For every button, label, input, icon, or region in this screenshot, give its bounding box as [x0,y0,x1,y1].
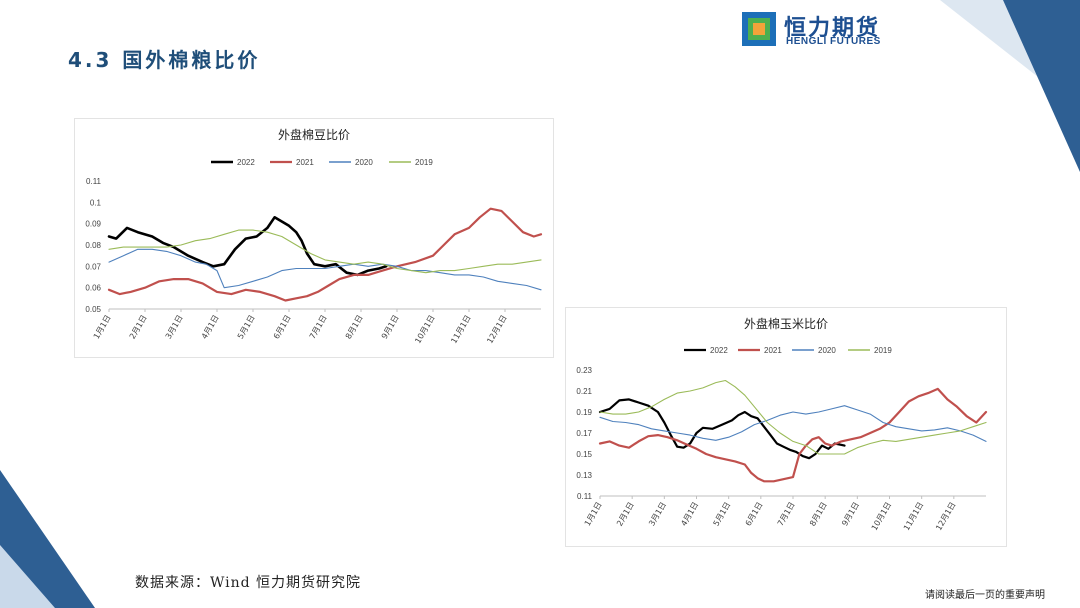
x-tick-label: 11月1日 [902,501,925,533]
logo-text-en: HENGLI FUTURES [786,36,881,47]
y-tick-label: 0.23 [576,366,592,375]
y-tick-label: 0.1 [90,198,102,207]
series-line-2021 [598,387,988,483]
legend-label-2021: 2021 [764,346,782,355]
x-tick-label: 4月1日 [200,314,221,341]
chart-cotton-corn-ratio: 外盘棉玉米比价 2022 2021 2020 2019 0.11 0.13 0.15 0.17 0… [565,307,1007,547]
series-line-2019 [108,229,542,274]
series-line-2020 [108,248,542,291]
logo-mark-icon [742,12,776,46]
legend-label-2020: 2020 [355,158,373,167]
y-tick-label: 0.11 [86,177,102,186]
y-tick-label: 0.06 [85,284,101,293]
series-line-2021 [107,207,543,302]
x-tick-label: 10月1日 [870,501,893,533]
legend-label-2019: 2019 [874,346,892,355]
company-logo: 恒力期货 HENGLI FUTURES [742,10,912,50]
series-line-2022 [107,216,388,277]
y-tick-label: 0.17 [576,429,592,438]
series-line-2020 [599,405,987,442]
chart-svg: 外盘棉玉米比价 2022 2021 2020 2019 0.11 0.13 0.15 0.17 0… [576,316,988,533]
x-tick-label: 7月1日 [776,501,797,528]
x-tick-label: 11月1日 [449,314,472,346]
x-tick-label: 4月1日 [679,501,700,528]
x-tick-label: 12月1日 [934,501,957,533]
disclaimer-note: 请阅读最后一页的重要声明 [925,590,1045,601]
legend-label-2020: 2020 [818,346,836,355]
x-tick-label: 3月1日 [164,314,185,341]
x-tick-label: 1月1日 [92,314,113,341]
series-line-2022 [598,398,846,460]
x-tick-label: 9月1日 [380,314,401,341]
data-source: 数据来源：Wind 恒力期货研究院 [135,575,362,591]
chart-title: 外盘棉玉米比价 [744,316,828,331]
x-tick-label: 10月1日 [413,314,436,346]
x-tick-label: 2月1日 [128,314,149,341]
y-tick-label: 0.08 [85,241,101,250]
y-tick-label: 0.07 [85,262,101,271]
series-line-2019 [599,379,987,455]
x-tick-label: 5月1日 [236,314,257,341]
legend-label-2021: 2021 [296,158,314,167]
legend-label-2019: 2019 [415,158,433,167]
x-tick-label: 12月1日 [485,314,508,346]
y-tick-label: 0.15 [576,450,592,459]
x-tick-label: 9月1日 [840,501,861,528]
y-tick-label: 0.21 [576,387,592,396]
y-tick-label: 0.09 [85,220,101,229]
y-tick-label: 0.05 [85,305,101,314]
legend-label-2022: 2022 [237,158,255,167]
logo-text-cn: 恒力期货 [784,16,881,41]
x-tick-label: 6月1日 [744,501,765,528]
x-tick-label: 3月1日 [647,501,668,528]
x-tick-label: 5月1日 [712,501,733,528]
chart-title: 外盘棉豆比价 [278,127,350,142]
chart-svg: 外盘棉豆比价 2022 2021 2020 2019 0.05 0.06 0.07 0.08 0.… [85,127,543,346]
y-tick-label: 0.11 [577,492,593,501]
y-tick-label: 0.13 [576,471,592,480]
x-tick-label: 1月1日 [583,501,604,528]
section-title: 4.3 国外棉粮比价 [68,48,261,72]
y-tick-label: 0.19 [576,408,592,417]
legend-label-2022: 2022 [710,346,728,355]
x-tick-label: 2月1日 [615,501,636,528]
x-tick-label: 8月1日 [344,314,365,341]
chart-cotton-soybean-ratio: 外盘棉豆比价 2022 2021 2020 2019 0.05 0.06 0.07 0.08 0.… [74,118,554,358]
x-tick-label: 7月1日 [308,314,329,341]
x-tick-label: 8月1日 [808,501,829,528]
x-tick-label: 6月1日 [272,314,293,341]
